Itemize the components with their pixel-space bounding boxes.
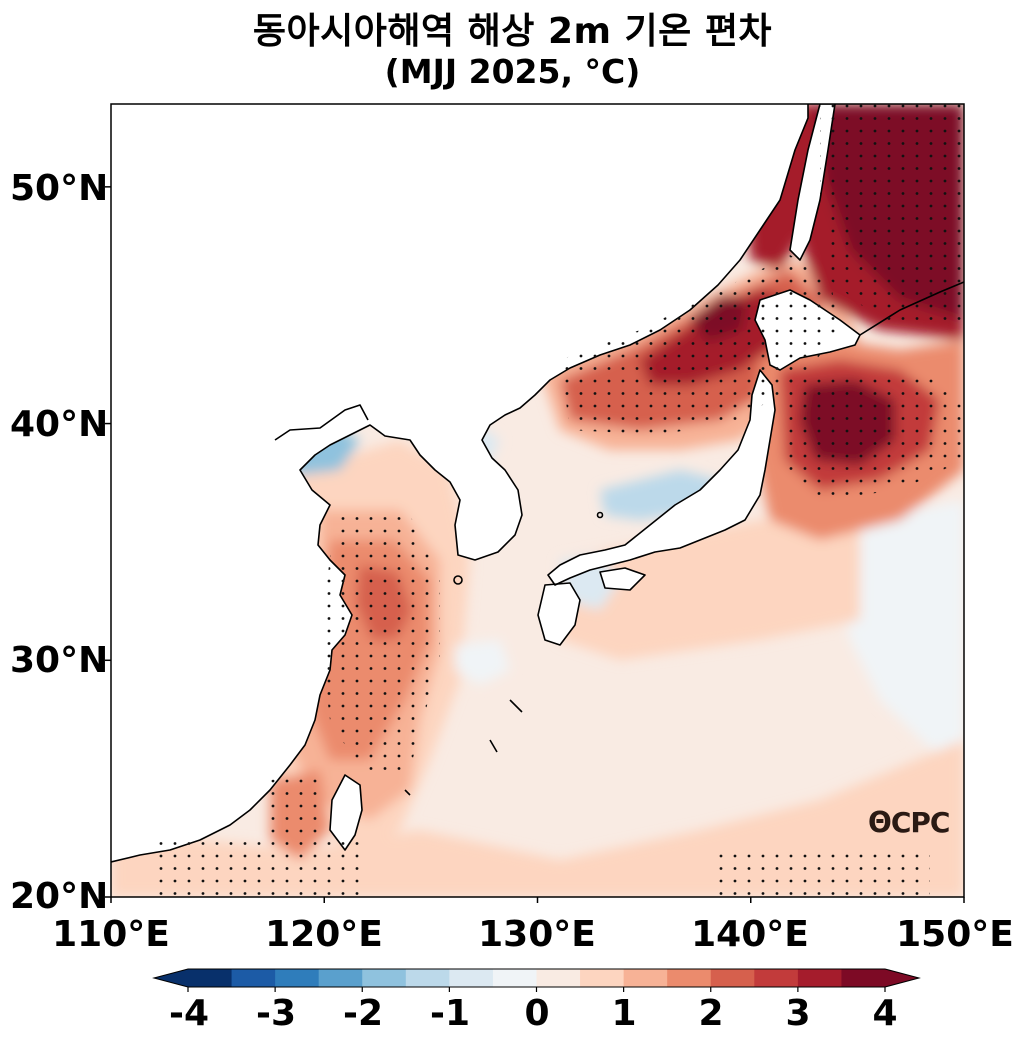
anomaly-ecs-cool-patch (455, 640, 510, 685)
colorbar-segment (492, 969, 538, 987)
colorbar-segment (754, 969, 799, 987)
stipple-off-hokkaido (780, 370, 964, 500)
significance-stippling (150, 104, 964, 897)
stipple-east-china-sea (320, 515, 440, 770)
colorbar-segment (362, 969, 407, 987)
x-tick-label-130e: 130°E (478, 914, 596, 955)
x-tick-label-120e: 120°E (265, 914, 383, 955)
stipple-north-sea (560, 255, 840, 435)
colorbar (152, 968, 921, 992)
land-taiwan (330, 775, 362, 850)
logo-text: CPC (890, 806, 951, 839)
x-tick-label-140e: 140°E (691, 914, 809, 955)
colorbar-segment (536, 969, 581, 987)
chart-title: 동아시아해역 해상 2m 기온 편차 (252, 11, 773, 52)
colorbar-segment (580, 969, 625, 987)
stipple-taiwan-west (270, 775, 320, 840)
colorbar-extend-low (154, 969, 188, 987)
land-china-korea (111, 104, 808, 862)
land-kyushu (538, 583, 580, 645)
x-axis-ticks (110, 897, 965, 903)
stipple-south-china-coast (150, 840, 370, 897)
land-honshu (548, 370, 775, 585)
colorbar-segment (623, 969, 668, 987)
colorbar-label-m3: -3 (256, 993, 296, 1034)
colorbar-label-m1: -1 (430, 993, 470, 1034)
colorbar-label-m4: -4 (169, 993, 209, 1034)
x-tick-label-150e: 150°E (896, 914, 1014, 955)
colorbar-label-3: 3 (785, 993, 811, 1034)
y-tick-label-40n: 40°N (10, 404, 109, 445)
x-tick-label-110e: 110°E (52, 914, 170, 955)
colorbar-segment (797, 969, 843, 987)
y-tick-label-20n: 20°N (10, 876, 109, 917)
cpc-logo: ΘCPC (868, 806, 951, 839)
y-axis-ticks (105, 186, 111, 898)
land-shikoku (600, 568, 645, 590)
stipple-south-east (710, 848, 930, 897)
y-tick-label-30n: 30°N (10, 640, 109, 681)
colorbar-segment (710, 969, 755, 987)
globe-icon: Θ (868, 806, 892, 839)
colorbar-segment (318, 969, 363, 987)
colorbar-segment (667, 969, 712, 987)
colorbar-segment (449, 969, 494, 987)
chart-subtitle: (MJJ 2025, °C) (384, 52, 641, 91)
stipple-okhotsk (820, 104, 964, 330)
colorbar-segment (841, 969, 886, 987)
colorbar-label-2: 2 (698, 993, 724, 1034)
colorbar-label-m2: -2 (343, 993, 383, 1034)
colorbar-segment (231, 969, 276, 987)
colorbar-segment (405, 969, 450, 987)
colorbar-label-0: 0 (524, 993, 550, 1034)
colorbar-segment (188, 969, 233, 987)
y-tick-label-50n: 50°N (10, 168, 109, 209)
colorbar-segment (275, 969, 320, 987)
colorbar-label-1: 1 (611, 993, 637, 1034)
colorbar-label-4: 4 (872, 993, 898, 1034)
anomaly-pacific-east-cool (840, 500, 964, 760)
colorbar-extend-high (885, 969, 919, 987)
